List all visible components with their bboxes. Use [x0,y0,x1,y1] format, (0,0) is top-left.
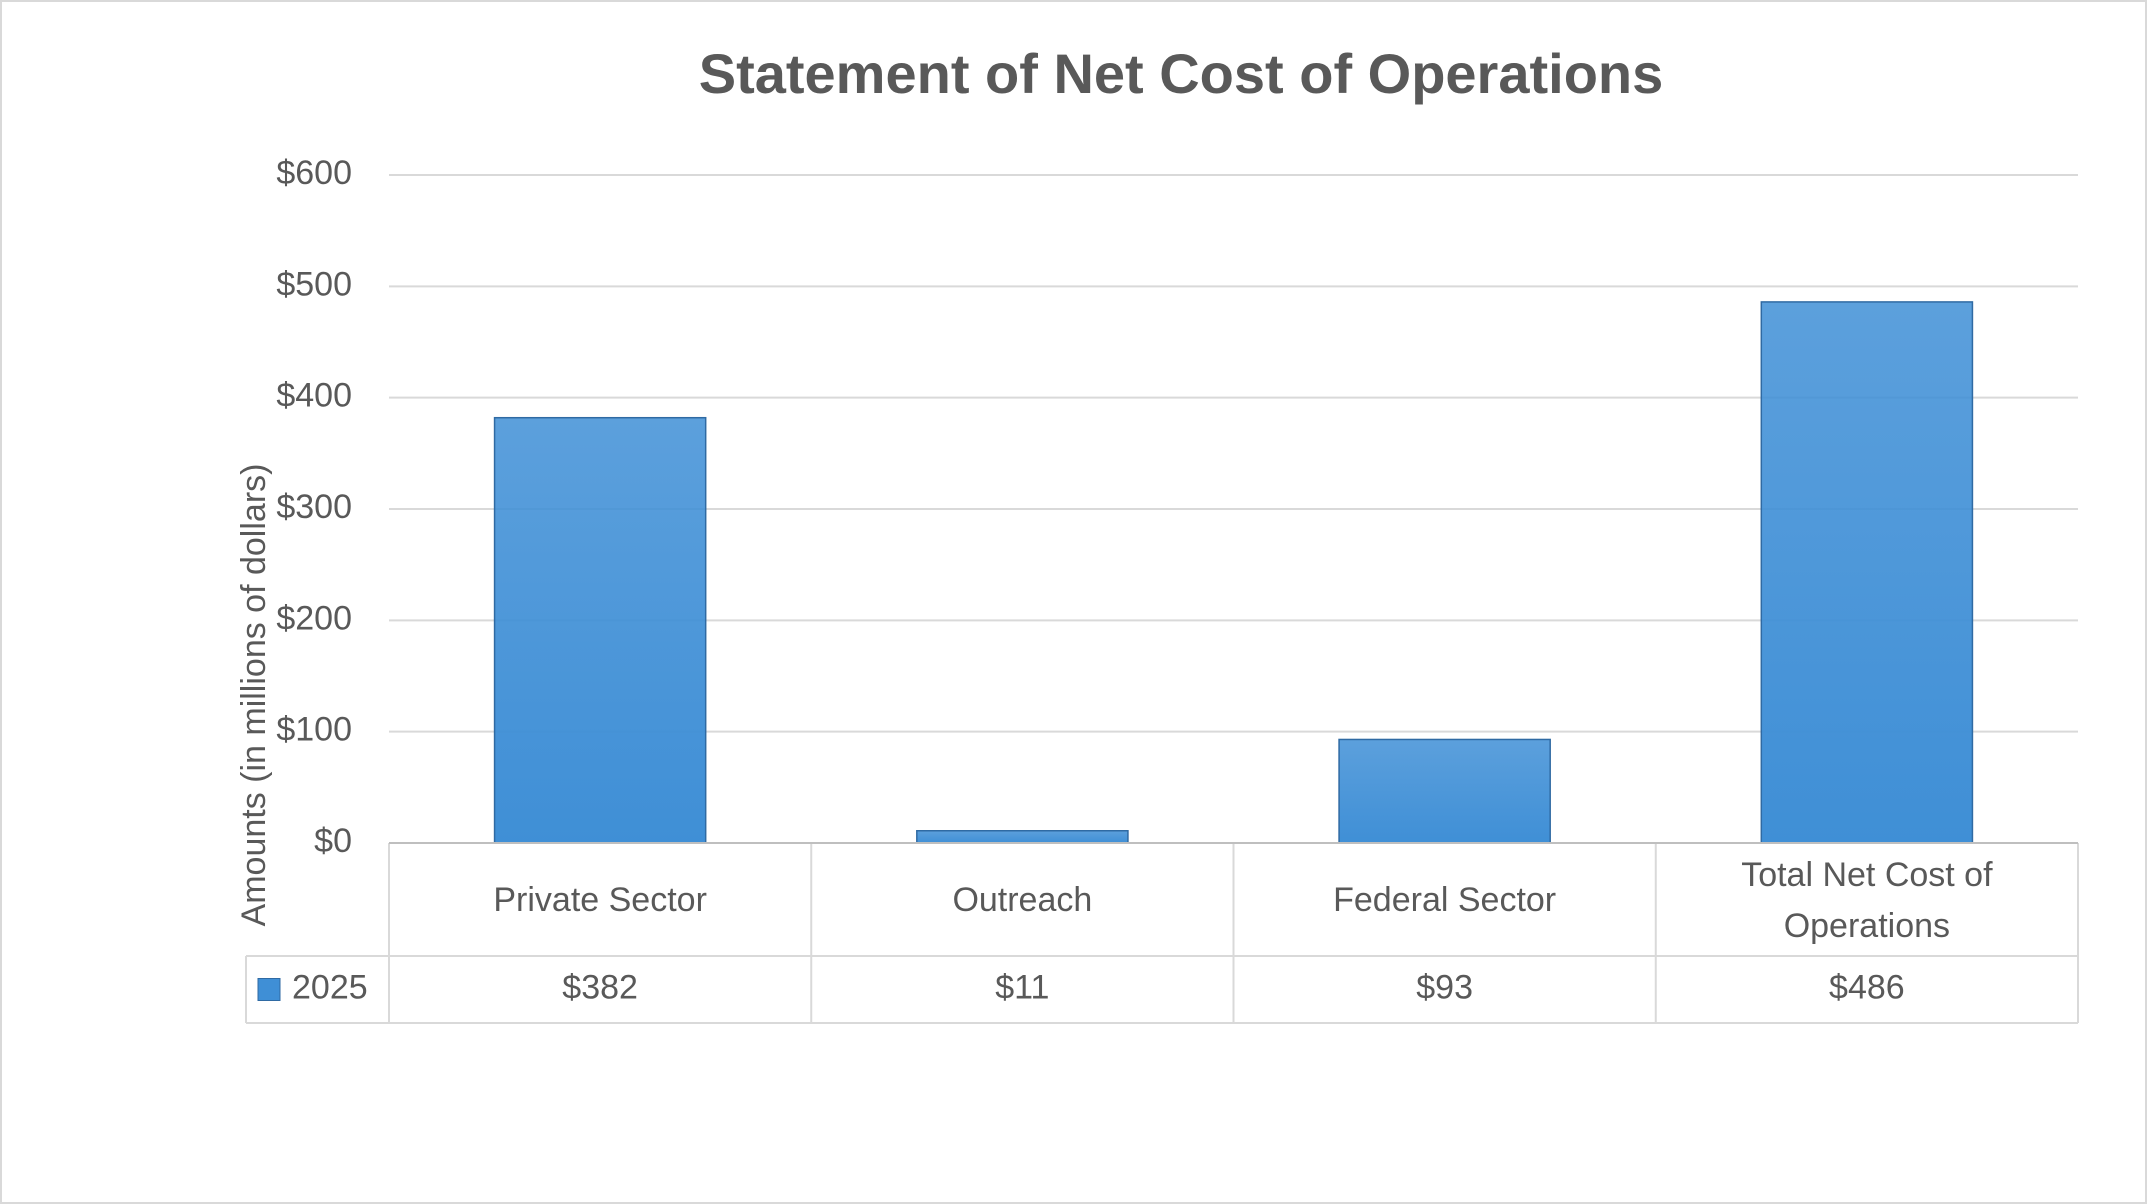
x-tick-label-box: Private Sector [493,881,707,919]
y-tick-label: $300 [276,488,352,526]
x-tick-label: Private Sector [493,881,707,919]
x-tick-label: Federal Sector [1333,881,1557,919]
data-table-value: $486 [1829,968,1905,1006]
x-tick-label: Total Net Cost of Operations [1741,855,1993,945]
x-tick-label-box: Outreach [952,881,1093,919]
x-tick-label-box: Federal Sector [1333,881,1557,919]
y-tick-label: $0 [314,822,352,860]
y-tick-label: $100 [276,711,352,749]
data-table-value: $11 [995,968,1049,1006]
x-tick-label-box: Total Net Cost of Operations [1741,855,1993,945]
legend-swatch [257,978,281,1001]
x-tick-label: Outreach [952,881,1093,919]
data-table-value: $93 [1416,968,1473,1006]
y-axis-label: Amounts (in millions of dollars) [235,464,273,927]
y-tick-label: $400 [276,377,352,415]
bar [916,830,1129,844]
bar [1760,301,1974,844]
y-tick-label: $600 [276,154,352,192]
bar [1338,738,1551,844]
chart-title: Statement of Net Cost of Operations [699,42,1664,105]
data-table-value: $382 [562,968,638,1006]
legend-label: 2025 [292,968,368,1006]
y-tick-label: $200 [276,599,352,637]
y-tick-label: $500 [276,265,352,303]
bar [493,416,707,844]
